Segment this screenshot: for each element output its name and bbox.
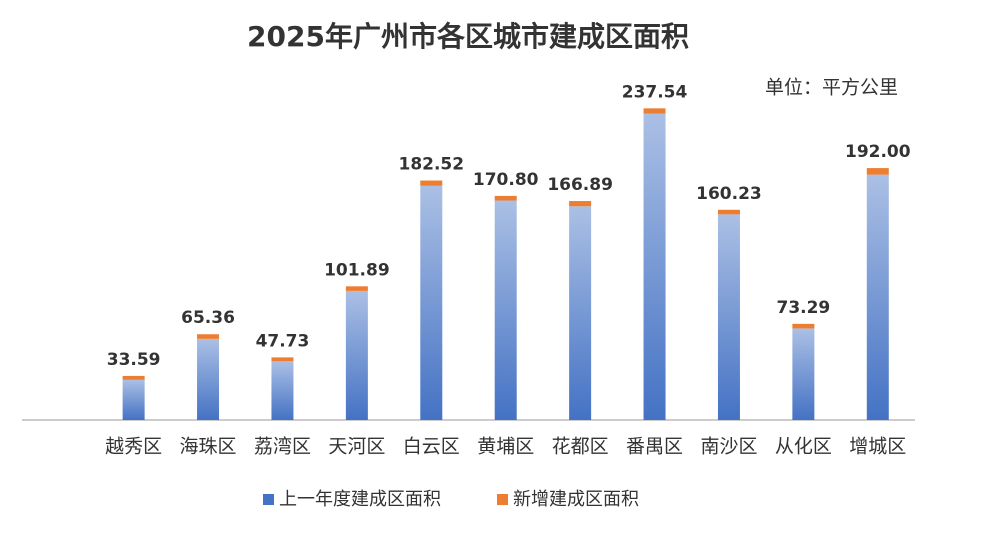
x-tick-label: 海珠区 [180, 436, 237, 458]
bar-segment [122, 379, 145, 420]
total-label: 192.00 [845, 142, 911, 162]
legend-label: 新增建成区面积 [513, 489, 639, 510]
x-tick-label: 荔湾区 [254, 436, 311, 458]
bar-segment [643, 113, 666, 420]
legend-label: 上一年度建成区面积 [279, 489, 441, 510]
chart-title: 2025年广州市各区城市建成区面积 [247, 20, 689, 53]
total-label: 166.89 [547, 175, 613, 195]
total-label: 160.23 [696, 184, 762, 204]
bar-segment [717, 209, 740, 215]
total-label: 182.52 [398, 155, 464, 175]
x-tick-label: 番禺区 [626, 436, 683, 458]
legend-swatch [497, 494, 508, 505]
unit-note: 单位：平方公里 [765, 77, 898, 99]
total-label: 73.29 [776, 298, 830, 318]
bar-segment [643, 108, 666, 114]
total-label: 47.73 [256, 331, 310, 351]
total-label: 33.59 [107, 350, 161, 370]
bar-segment [420, 185, 443, 420]
x-tick-label: 黄埔区 [477, 436, 534, 458]
x-tick-label: 增城区 [849, 436, 906, 458]
total-label: 65.36 [181, 308, 235, 328]
bar-segment [494, 200, 517, 420]
bar-segment [345, 290, 368, 420]
x-tick-label: 天河区 [328, 436, 385, 458]
bar-segment [345, 286, 368, 291]
bar-segment [197, 334, 220, 339]
legend-swatch [263, 494, 274, 505]
bar-segment [271, 357, 294, 362]
total-label: 101.89 [324, 260, 390, 280]
total-label: 237.54 [622, 82, 688, 102]
x-tick-label: 南沙区 [700, 436, 757, 458]
bar-segment [792, 328, 815, 420]
bar-segment [494, 195, 517, 201]
bar-segment [866, 168, 889, 175]
bar-segment [717, 214, 740, 420]
bar-segment [122, 375, 145, 380]
bar-segment [271, 361, 294, 420]
x-tick-label: 白云区 [403, 436, 460, 458]
bar-segment [420, 180, 443, 186]
bar-segment [866, 174, 889, 420]
x-tick-label: 越秀区 [105, 436, 162, 458]
bar-segment [569, 201, 592, 207]
bar-segment [569, 206, 592, 420]
bar-segment [197, 338, 220, 420]
x-tick-label: 从化区 [775, 436, 832, 458]
bar-segment [792, 323, 815, 329]
total-label: 170.80 [473, 170, 539, 190]
x-tick-label: 花都区 [552, 436, 609, 458]
